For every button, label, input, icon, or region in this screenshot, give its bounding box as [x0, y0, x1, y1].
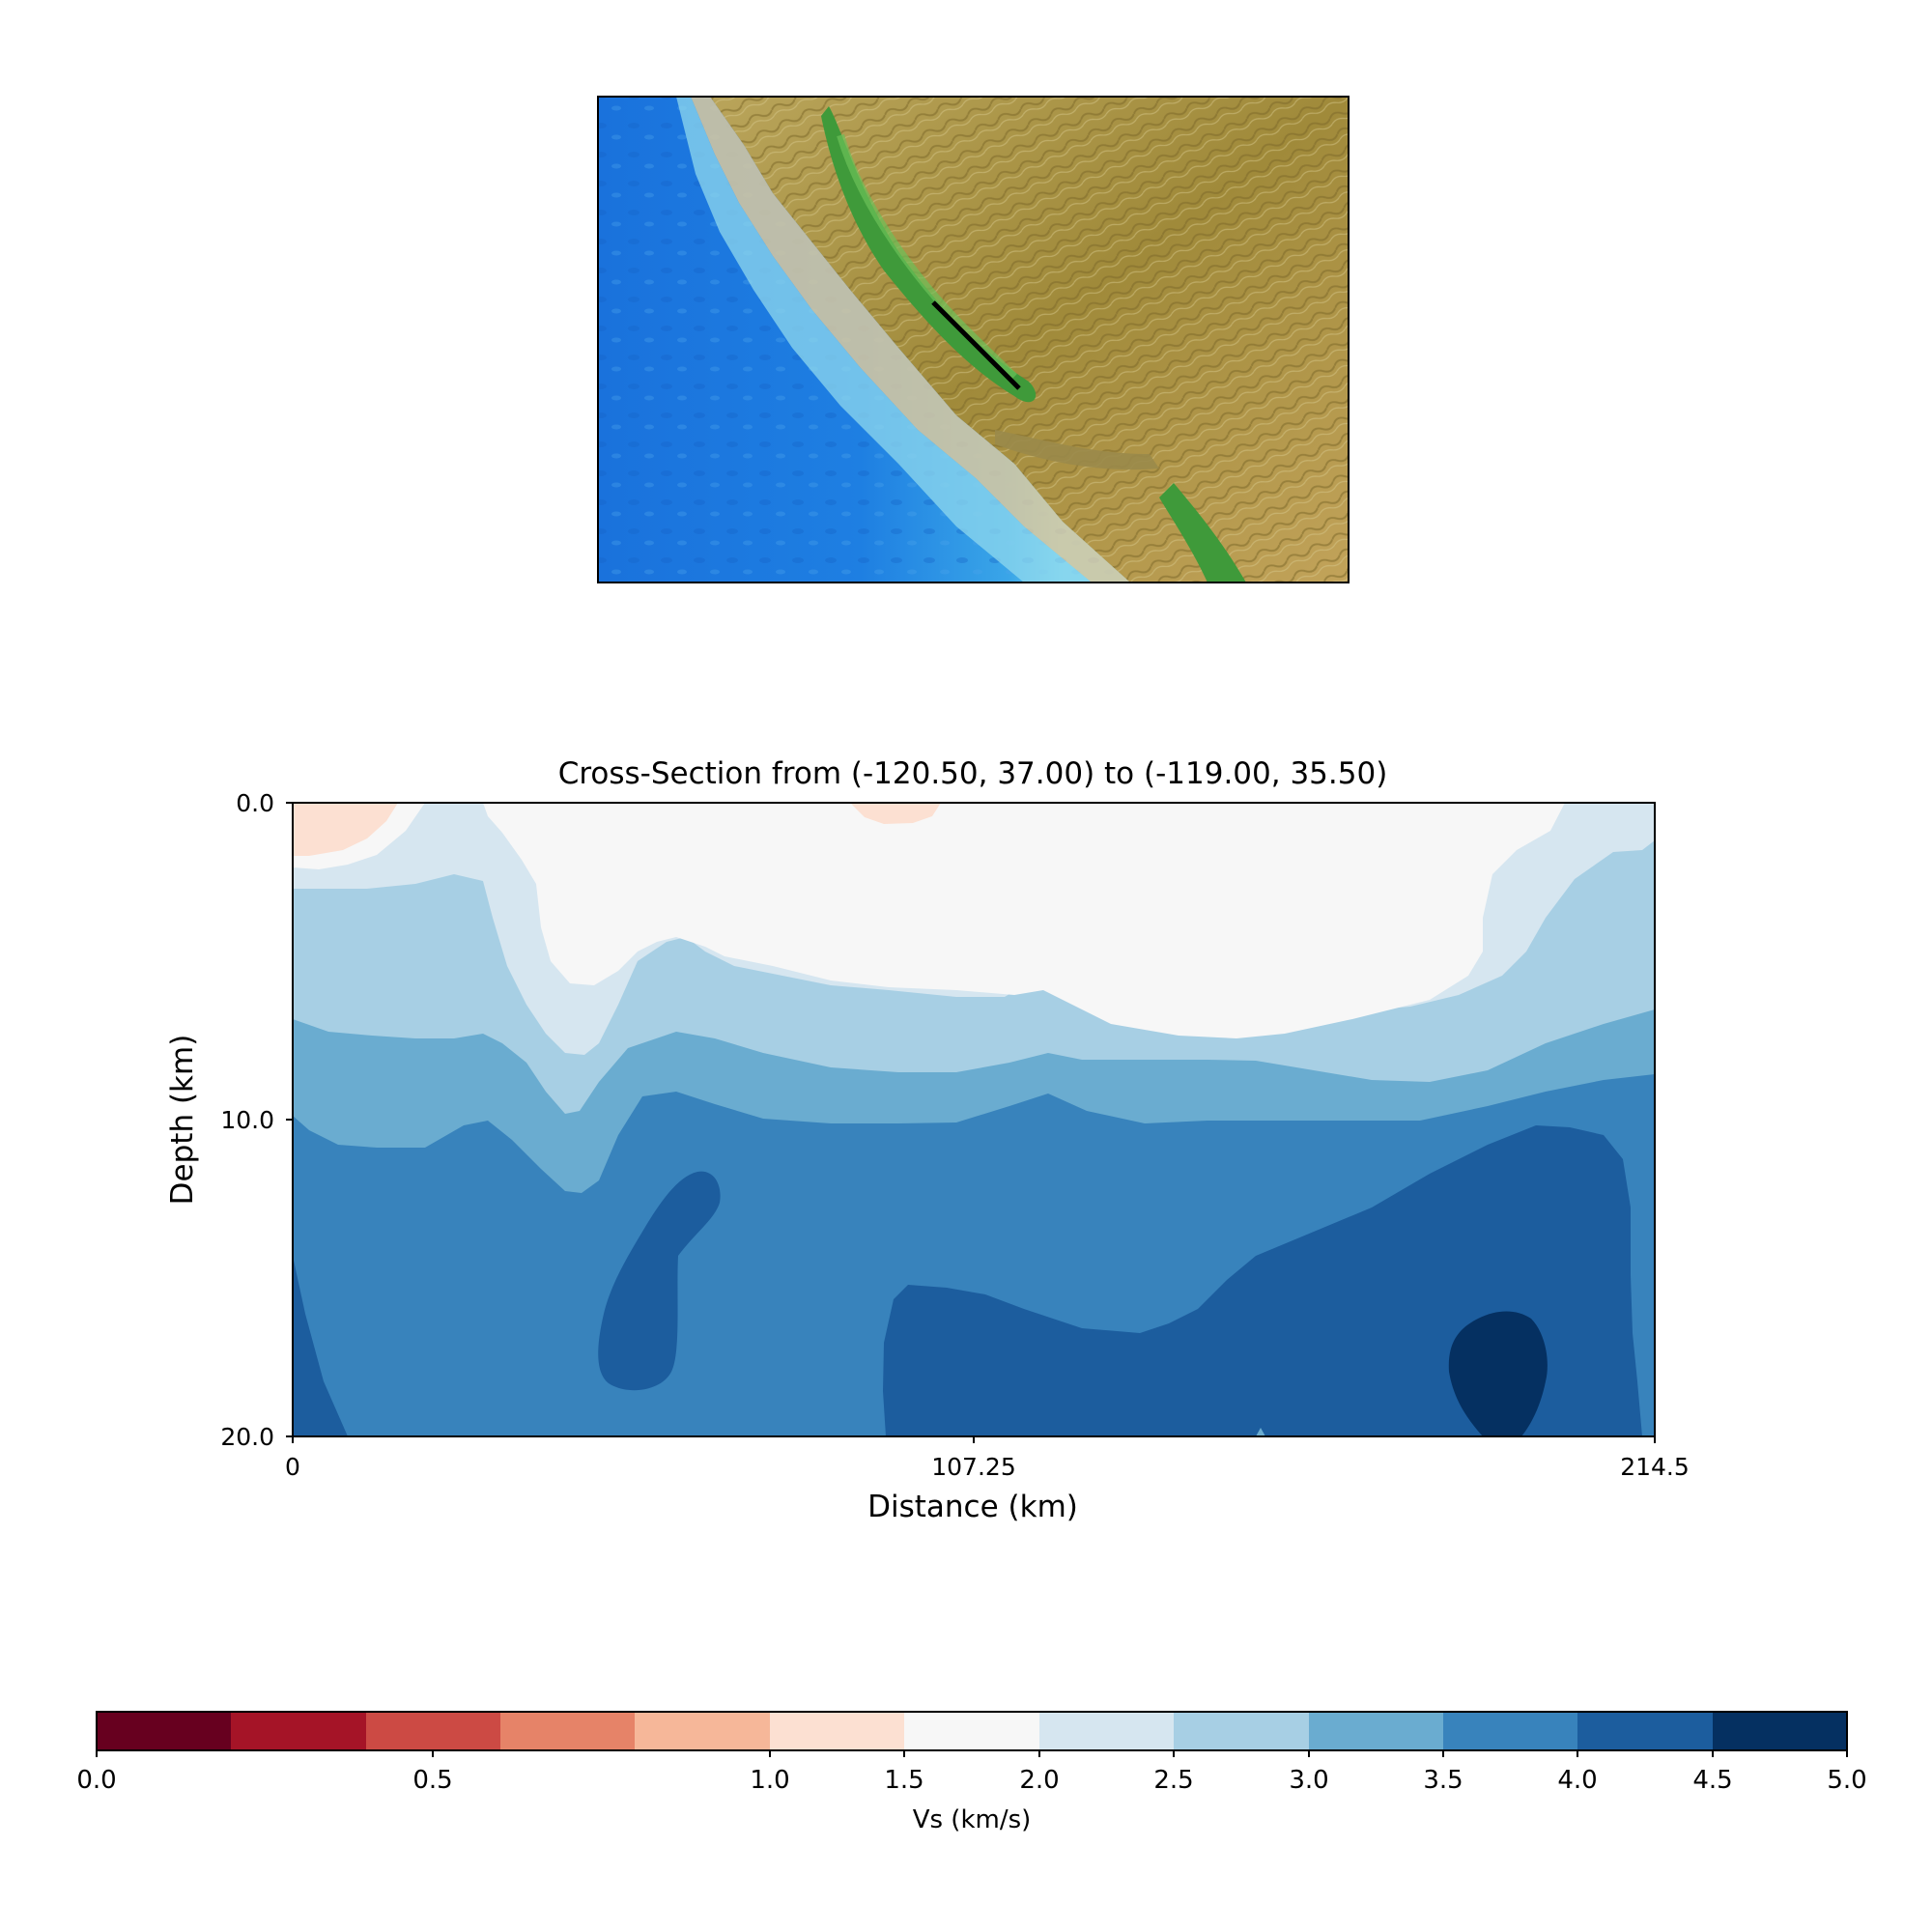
x-tick-label-1: 107.25 — [931, 1453, 1015, 1481]
colorbar-swatch-1 — [231, 1712, 366, 1750]
y-tick-label-2: 20.0 — [220, 1423, 274, 1451]
contour-fill — [293, 803, 1655, 1436]
colorbar-tick-label-0: 0.0 — [76, 1766, 116, 1795]
colorbar-swatch-0 — [97, 1712, 231, 1750]
colorbar-tick-label-9: 4.5 — [1692, 1766, 1732, 1795]
x-axis-label: Distance (km) — [867, 1490, 1078, 1524]
colorbar-swatch-11 — [1577, 1712, 1713, 1750]
vs-band-4.0-4.5-blob — [598, 1171, 721, 1391]
x-tick-label-2: 214.5 — [1620, 1453, 1690, 1481]
y-tick-label-1: 10.0 — [220, 1106, 274, 1134]
colorbar-frame — [96, 1711, 1848, 1751]
colorbar-ticks: 0.0 0.5 1.0 1.5 2.0 2.5 3.0 3.5 4.0 4.5 5.0 — [76, 1750, 1867, 1795]
colorbar-tick-label-2: 1.0 — [750, 1766, 789, 1795]
colorbar-tick-label-4: 2.0 — [1019, 1766, 1059, 1795]
colorbar-swatch-6 — [904, 1712, 1039, 1750]
colorbar-swatch-4 — [635, 1712, 770, 1750]
y-tick-label-0: 0.0 — [236, 789, 274, 817]
colorbar-swatch-5 — [770, 1712, 904, 1750]
colorbar-tick-label-3: 1.5 — [884, 1766, 923, 1795]
colorbar-swatch-9 — [1309, 1712, 1443, 1750]
colorbar-swatch-2 — [366, 1712, 500, 1750]
y-axis-label: Depth (km) — [165, 1035, 200, 1206]
colorbar-swatch-3 — [500, 1712, 635, 1750]
colorbar-swatches — [97, 1712, 1847, 1750]
colorbar-tick-label-8: 4.0 — [1557, 1766, 1597, 1795]
vs-band-4.0-4.5-left-edge — [293, 1256, 348, 1436]
map-frame — [597, 96, 1350, 583]
vs-band-1.0-1.5-left — [293, 803, 398, 856]
colorbar-tick-label-1: 0.5 — [412, 1766, 452, 1795]
vs-band-1.5-2.0 — [293, 803, 1565, 1038]
colorbar-swatch-7 — [1039, 1712, 1174, 1750]
colorbar-swatch-12 — [1713, 1712, 1847, 1750]
colorbar-label: Vs (km/s) — [913, 1805, 1032, 1834]
y-axis: 0.0 10.0 20.0 Depth (km) — [165, 789, 293, 1451]
vs-band-4.5-5.0 — [1448, 1311, 1548, 1436]
colorbar-swatch-8 — [1174, 1712, 1309, 1750]
colorbar-tick-label-5: 2.5 — [1153, 1766, 1193, 1795]
x-axis: 0 107.25 214.5 Distance (km) — [285, 1436, 1690, 1524]
x-tick-label-0: 0 — [285, 1453, 300, 1481]
location-map — [598, 97, 1349, 582]
colorbar-swatch-10 — [1443, 1712, 1577, 1750]
colorbar-tick-label-6: 3.0 — [1289, 1766, 1328, 1795]
colorbar-tick-label-7: 3.5 — [1423, 1766, 1463, 1795]
chart-title: Cross-Section from (-120.50, 37.00) to (… — [558, 756, 1388, 791]
vs-band-1.0-1.5-center — [850, 803, 941, 824]
colorbar-tick-label-10: 5.0 — [1827, 1766, 1866, 1795]
colorbar: 0.0 0.5 1.0 1.5 2.0 2.5 3.0 3.5 4.0 4.5 5.0 Vs (km… — [76, 1711, 1867, 1834]
cross-section-line — [931, 300, 1021, 390]
